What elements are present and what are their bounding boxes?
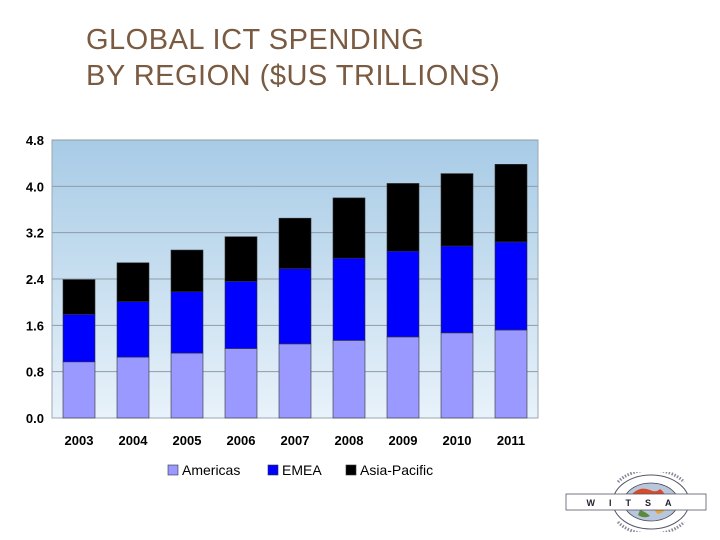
x-tick-label: 2005: [173, 433, 202, 448]
bar-americas-2004: [116, 356, 150, 419]
bar-asia-pacific-2011: [494, 164, 528, 243]
bar-americas-2007: [278, 343, 312, 419]
bar-emea-2007: [278, 268, 312, 345]
x-tick-label: 2008: [335, 433, 364, 448]
y-tick-label: 4.0: [26, 179, 44, 194]
bar-americas-2006: [224, 348, 258, 419]
slide-title: GLOBAL ICT SPENDING BY REGION ($US TRILL…: [86, 22, 500, 94]
bar-asia-pacific-2004: [116, 262, 150, 302]
witsa-logo-lettering: WITSA: [587, 498, 686, 508]
bar-asia-pacific-2006: [224, 236, 258, 282]
bar-asia-pacific-2010: [440, 173, 474, 247]
bar-emea-2011: [494, 241, 528, 331]
bar-asia-pacific-2008: [332, 197, 366, 259]
legend-item-asia-pacific: Asia-Pacific: [345, 462, 433, 478]
x-tick-label: 2004: [119, 433, 149, 448]
legend-swatch: [267, 464, 279, 476]
x-tick-label: 2003: [65, 433, 94, 448]
bar-americas-2010: [440, 332, 474, 419]
legend-swatch: [345, 464, 357, 476]
x-tick-label: 2010: [443, 433, 472, 448]
x-tick-label: 2009: [389, 433, 418, 448]
bar-emea-2005: [170, 291, 204, 354]
bar-asia-pacific-2003: [62, 279, 96, 315]
bar-americas-2008: [332, 340, 366, 419]
bar-asia-pacific-2005: [170, 249, 204, 293]
x-tick-label: 2006: [227, 433, 256, 448]
bar-americas-2009: [386, 336, 420, 419]
bar-emea-2006: [224, 281, 258, 349]
slide-title-line-2: BY REGION ($US TRILLIONS): [86, 60, 501, 92]
legend-label: Americas: [182, 462, 240, 478]
legend-item-emea: EMEA: [267, 462, 322, 478]
y-tick-label: 0.0: [26, 411, 44, 426]
legend-item-americas: Americas: [167, 462, 240, 478]
x-tick-label: 2007: [281, 433, 310, 448]
y-tick-label: 0.8: [26, 365, 44, 380]
bar-emea-2003: [62, 314, 96, 363]
bar-americas-2005: [170, 352, 204, 419]
x-tick-label: 2011: [497, 433, 525, 448]
bar-americas-2011: [494, 329, 528, 419]
slide-title-line-1: GLOBAL ICT SPENDING: [86, 24, 425, 56]
y-tick-label: 3.2: [26, 226, 44, 241]
bar-emea-2010: [440, 245, 474, 334]
legend-swatch: [167, 464, 179, 476]
bar-emea-2008: [332, 257, 366, 341]
bar-asia-pacific-2007: [278, 217, 312, 269]
bar-americas-2003: [62, 361, 96, 419]
bar-emea-2004: [116, 301, 150, 358]
legend-label: EMEA: [282, 462, 322, 478]
bar-emea-2009: [386, 250, 420, 338]
witsa-logo: WITSA: [565, 472, 707, 532]
bar-asia-pacific-2009: [386, 183, 420, 252]
legend-label: Asia-Pacific: [360, 462, 433, 478]
y-tick-label: 4.8: [26, 133, 44, 148]
y-tick-label: 2.4: [26, 272, 45, 287]
y-tick-label: 1.6: [26, 318, 44, 333]
stacked-bar-chart: 0.0 0.8 1.6 2.4 3.2 4.0 4.8 2003 2004 2005 2006 20…: [26, 133, 539, 478]
